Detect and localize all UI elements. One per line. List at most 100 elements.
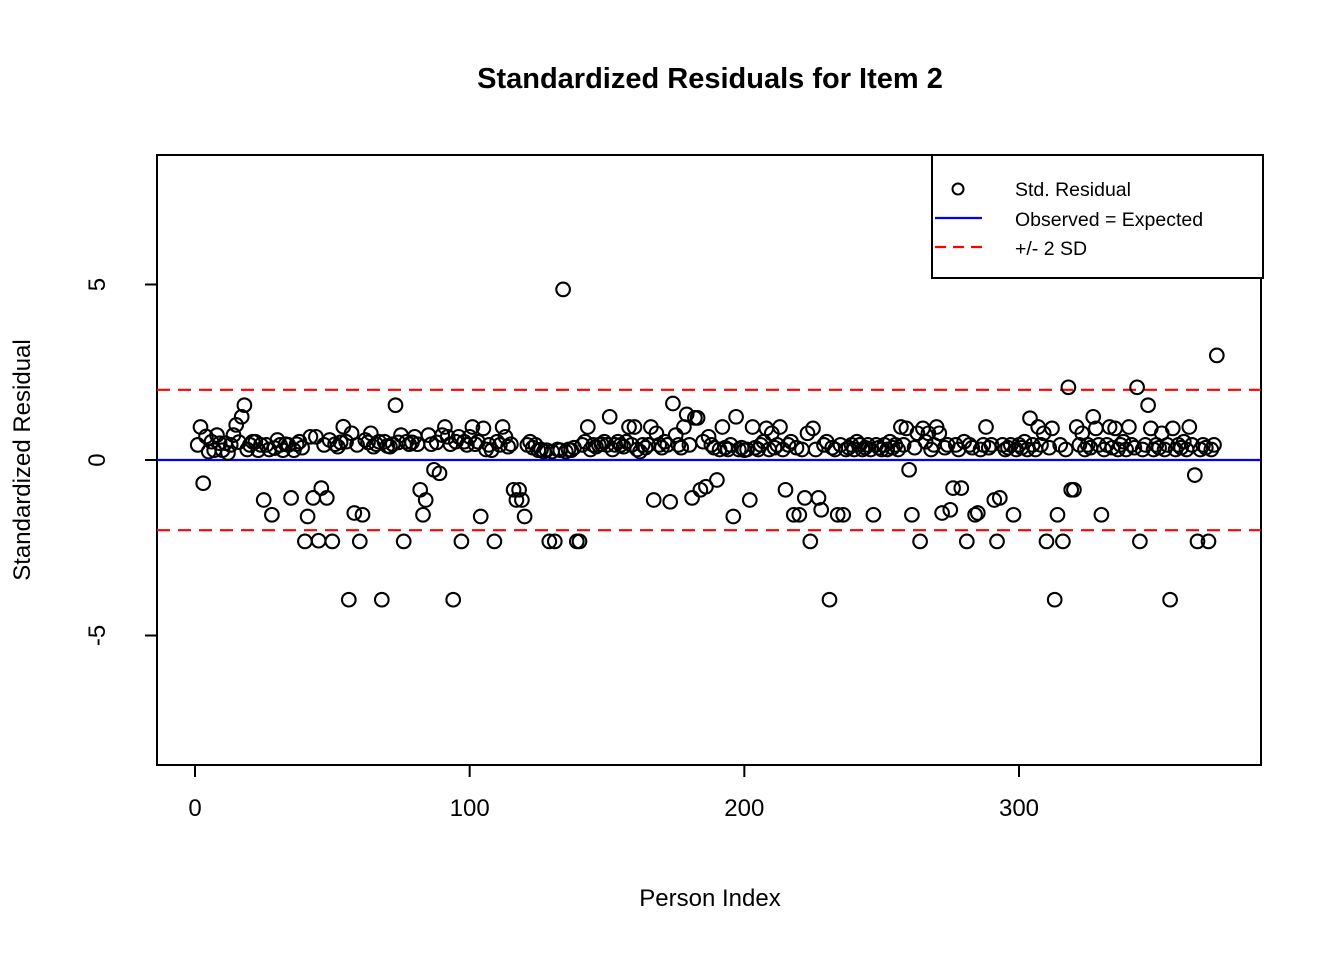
data-point	[621, 419, 637, 435]
data-point	[310, 532, 327, 549]
data-point	[236, 397, 253, 414]
data-point	[662, 493, 679, 510]
data-point	[730, 441, 747, 458]
data-point	[340, 591, 357, 608]
data-point	[514, 492, 530, 508]
data-point	[222, 437, 239, 453]
data-point	[1200, 533, 1217, 550]
data-point	[1038, 533, 1055, 550]
data-point	[1126, 439, 1143, 456]
data-point	[1055, 533, 1071, 550]
legend-box	[931, 154, 1264, 279]
data-point	[571, 533, 588, 550]
data-point	[1140, 397, 1156, 414]
data-point	[1049, 506, 1066, 523]
data-point	[541, 533, 558, 550]
data-point	[1041, 439, 1058, 456]
reference-lines	[157, 388, 1261, 532]
data-point	[1044, 420, 1060, 437]
data-point	[1208, 347, 1225, 364]
x-tick-label: 300	[999, 795, 1039, 822]
data-point	[264, 506, 280, 523]
data-point	[989, 533, 1005, 550]
data-point	[967, 506, 983, 523]
legend: Std. Residual Observed = Expected +/- 2 …	[931, 154, 1264, 279]
data-point	[945, 480, 961, 496]
data-point	[931, 425, 948, 442]
data-point	[516, 508, 533, 525]
x-tick-label: 200	[724, 795, 764, 822]
legend-point-icon	[951, 182, 965, 196]
data-point	[220, 445, 236, 461]
data-point	[486, 533, 503, 550]
data-point	[373, 591, 390, 608]
data-point	[626, 419, 643, 435]
data-point	[1206, 437, 1222, 453]
data-point	[607, 437, 624, 453]
data-point	[546, 533, 563, 550]
data-point	[667, 427, 684, 443]
data-point	[459, 437, 475, 453]
data-point	[1033, 437, 1049, 453]
data-point	[505, 481, 522, 498]
data-point	[533, 441, 549, 458]
data-point	[958, 533, 975, 550]
data-point	[420, 427, 437, 443]
data-point	[1079, 437, 1096, 453]
data-point	[1046, 591, 1063, 608]
data-point	[472, 508, 489, 525]
data-point	[1162, 591, 1178, 608]
data-point	[475, 420, 492, 437]
data-point	[1016, 433, 1033, 450]
data-point	[983, 437, 1000, 453]
legend-label-residual: Std. Residual	[1015, 179, 1131, 201]
data-point	[1005, 506, 1022, 523]
data-point	[722, 437, 739, 453]
data-point	[346, 505, 363, 521]
data-point	[299, 508, 316, 525]
y-axis-title: Standardized Residual	[9, 339, 36, 581]
data-point	[709, 472, 725, 488]
data-point	[1121, 419, 1137, 435]
data-point	[835, 506, 852, 523]
data-point	[807, 441, 824, 458]
data-point	[511, 481, 527, 498]
data-point	[895, 437, 912, 453]
data-point	[431, 465, 448, 482]
data-point	[1132, 533, 1148, 550]
data-point	[901, 461, 917, 478]
data-point	[195, 475, 212, 492]
data-point	[198, 428, 214, 445]
data-point	[942, 501, 959, 518]
chart-title: Standardized Residuals for Item 2	[477, 63, 943, 95]
data-point	[508, 492, 525, 508]
data-point	[1022, 410, 1038, 427]
x-tick-label: 0	[188, 795, 201, 822]
data-point	[302, 428, 319, 445]
data-point	[777, 481, 794, 498]
y-tick-label: -5	[84, 625, 111, 646]
data-point	[228, 417, 245, 433]
data-point	[1060, 379, 1077, 396]
points-layer	[189, 281, 1225, 608]
data-point	[665, 395, 681, 412]
data-point	[741, 492, 758, 508]
data-point	[1085, 408, 1102, 425]
data-point	[211, 435, 228, 452]
data-point	[744, 419, 761, 435]
data-point	[1195, 437, 1211, 453]
data-point	[829, 506, 846, 523]
data-point	[209, 427, 225, 443]
legend-label-2sd: +/- 2 SD	[1015, 238, 1087, 260]
data-point	[453, 533, 470, 550]
data-point	[500, 438, 516, 455]
data-point	[645, 492, 662, 508]
data-point	[1093, 506, 1110, 523]
data-point	[785, 506, 802, 523]
data-point	[1189, 533, 1206, 550]
legend-label-observed-expected: Observed = Expected	[1015, 209, 1203, 231]
data-point	[387, 397, 404, 414]
data-point	[728, 408, 744, 425]
data-point	[698, 478, 714, 495]
